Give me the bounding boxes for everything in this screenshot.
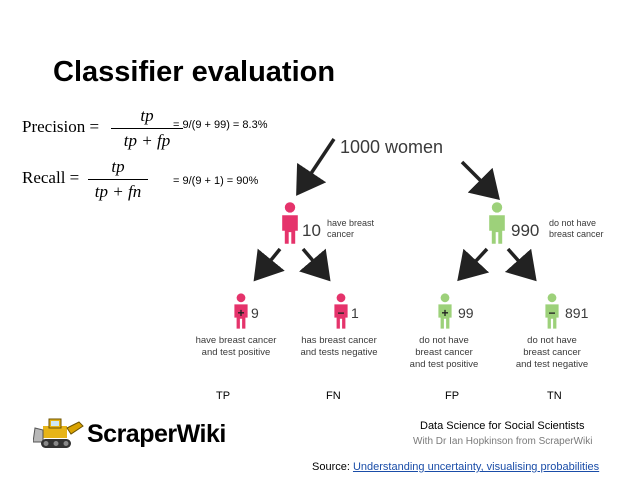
leaf-fp-count: 99 bbox=[458, 305, 474, 321]
leaf-fn-line-2: and tests negative bbox=[300, 347, 377, 358]
leaf-tp-line-2: and test positive bbox=[202, 347, 271, 358]
leaf-fn-count: 1 bbox=[351, 305, 359, 321]
recall-denominator: tp + fn bbox=[94, 182, 142, 201]
arrow-left-tp bbox=[253, 247, 285, 282]
precision-numerator: tp bbox=[140, 106, 154, 125]
course-title: Data Science for Social Scientists bbox=[420, 420, 585, 432]
leaf-tp-line-1: have breast cancer bbox=[196, 335, 277, 346]
leaf-tn-line-2: breast cancer bbox=[523, 347, 581, 358]
precision-denominator: tp + fp bbox=[123, 131, 171, 150]
slide-title: Classifier evaluation bbox=[53, 56, 336, 88]
precision-formula: Precision = tp tp + fp bbox=[22, 106, 183, 152]
recall-fraction: tp tp + fn bbox=[88, 157, 148, 202]
arrow-root-right bbox=[460, 160, 500, 200]
node-right-label-1: do not have bbox=[549, 218, 596, 228]
precision-fraction: tp tp + fp bbox=[111, 106, 183, 151]
bulldozer-logo-icon bbox=[33, 418, 84, 448]
recall-numerator: tp bbox=[111, 157, 125, 176]
leaf-tp-count: 9 bbox=[251, 305, 259, 321]
leaf-fp-line-3: and test positive bbox=[410, 359, 479, 370]
person-icon-no-cancer bbox=[489, 202, 505, 244]
leaf-fp-line-2: breast cancer bbox=[415, 347, 473, 358]
node-right-label-2: breast cancer bbox=[549, 229, 604, 239]
precision-calculation: = 9/(9 + 99) = 8.3% bbox=[173, 119, 268, 131]
course-presenter: With Dr Ian Hopkinson from ScraperWiki bbox=[413, 436, 593, 447]
arrow-right-tn bbox=[504, 247, 537, 282]
recall-label: Recall = bbox=[22, 168, 80, 187]
category-tp: TP bbox=[216, 390, 231, 402]
plus-sign-tp: + bbox=[237, 306, 244, 320]
category-tn: TN bbox=[547, 390, 562, 402]
leaf-fp-line-1: do not have bbox=[419, 335, 469, 346]
logo-wordmark: ScraperWiki bbox=[87, 420, 226, 448]
source-prefix: Source: bbox=[312, 461, 353, 473]
minus-sign-fn: − bbox=[337, 306, 344, 320]
node-left-count: 10 bbox=[302, 221, 321, 240]
plus-sign-fp: + bbox=[441, 306, 448, 320]
recall-formula: Recall = tp tp + fn bbox=[22, 157, 172, 203]
leaf-tn-line-1: do not have bbox=[527, 335, 577, 346]
minus-sign-tn: − bbox=[548, 306, 555, 320]
recall-calculation: = 9/(9 + 1) = 90% bbox=[173, 175, 259, 187]
category-fp: FP bbox=[445, 390, 460, 402]
arrow-right-fp bbox=[457, 247, 490, 282]
source-link[interactable]: Understanding uncertainty, visualising p… bbox=[352, 461, 600, 473]
leaf-tn-count: 891 bbox=[565, 305, 589, 321]
node-left-label-2: cancer bbox=[327, 229, 354, 239]
leaf-fn-line-1: has breast cancer bbox=[301, 335, 377, 346]
tree-root-label: 1000 women bbox=[340, 137, 443, 157]
category-fn: FN bbox=[326, 390, 341, 402]
source-citation: Source: Understanding uncertainty, visua… bbox=[312, 461, 599, 473]
node-right-count: 990 bbox=[511, 221, 539, 240]
node-left-label-1: have breast bbox=[327, 218, 375, 228]
arrow-left-fn bbox=[299, 247, 331, 282]
leaf-tn-line-3: and test negative bbox=[516, 359, 588, 370]
precision-label: Precision = bbox=[22, 117, 100, 136]
person-icon-cancer bbox=[282, 202, 298, 244]
arrow-root-left bbox=[296, 138, 336, 196]
